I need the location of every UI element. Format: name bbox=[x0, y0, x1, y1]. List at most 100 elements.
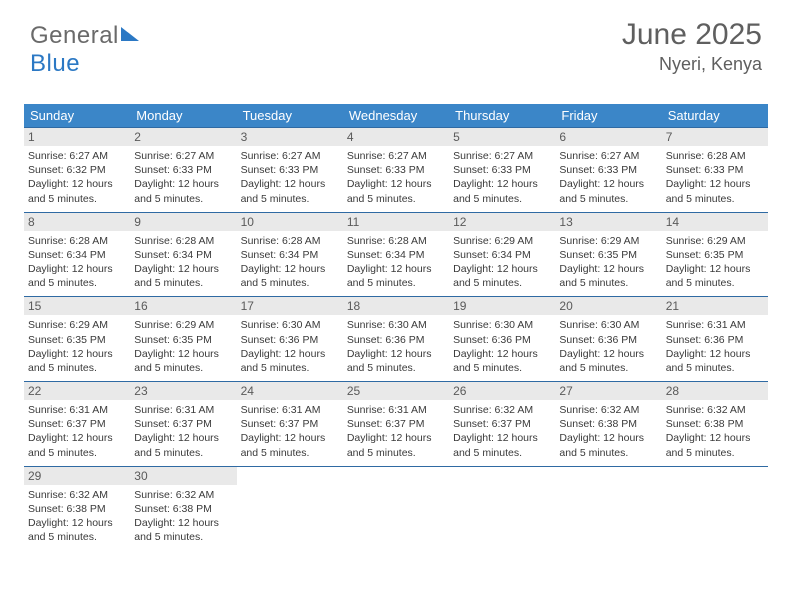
day-info: Sunrise: 6:32 AMSunset: 6:38 PMDaylight:… bbox=[134, 488, 232, 545]
sunrise-line: Sunrise: 6:27 AM bbox=[453, 149, 551, 163]
sunrise-line: Sunrise: 6:28 AM bbox=[666, 149, 764, 163]
day-number: 15 bbox=[24, 297, 130, 315]
calendar-cell: 30 Sunrise: 6:32 AMSunset: 6:38 PMDayligh… bbox=[130, 467, 236, 551]
calendar-cell: 3Sunrise: 6:27 AMSunset: 6:33 PMDaylight… bbox=[237, 128, 343, 212]
day-number: 24 bbox=[237, 382, 343, 400]
calendar-cell: 8Sunrise: 6:28 AMSunset: 6:34 PMDaylight… bbox=[24, 213, 130, 297]
day-number: 26 bbox=[449, 382, 555, 400]
calendar-cell: 27Sunrise: 6:32 AMSunset: 6:38 PMDayligh… bbox=[555, 382, 661, 466]
calendar-cell: 20Sunrise: 6:30 AMSunset: 6:36 PMDayligh… bbox=[555, 297, 661, 381]
day-info: Sunrise: 6:29 AMSunset: 6:34 PMDaylight:… bbox=[453, 234, 551, 291]
day-number: 21 bbox=[662, 297, 768, 315]
calendar-week: 29Sunrise: 6:32 AMSunset: 6:38 PMDayligh… bbox=[24, 466, 768, 551]
day-info: Sunrise: 6:28 AMSunset: 6:33 PMDaylight:… bbox=[666, 149, 764, 206]
sunrise-line: Sunrise: 6:28 AM bbox=[28, 234, 126, 248]
day-number: 9 bbox=[130, 213, 236, 231]
calendar-cell bbox=[555, 467, 661, 551]
weekday-header: Sunday Monday Tuesday Wednesday Thursday… bbox=[24, 104, 768, 127]
calendar-week: 22Sunrise: 6:31 AMSunset: 6:37 PMDayligh… bbox=[24, 381, 768, 466]
header-right: June 2025 Nyeri, Kenya bbox=[622, 18, 762, 75]
day-info: Sunrise: 6:27 AMSunset: 6:33 PMDaylight:… bbox=[134, 149, 232, 206]
day-number: 14 bbox=[662, 213, 768, 231]
day-number: 2 bbox=[130, 128, 236, 146]
daylight-line: Daylight: 12 hours and 5 minutes. bbox=[134, 347, 232, 375]
calendar-cell: 26Sunrise: 6:32 AMSunset: 6:37 PMDayligh… bbox=[449, 382, 555, 466]
calendar-cell: 24Sunrise: 6:31 AMSunset: 6:37 PMDayligh… bbox=[237, 382, 343, 466]
sunrise-line: Sunrise: 6:31 AM bbox=[666, 318, 764, 332]
calendar-cell: 17Sunrise: 6:30 AMSunset: 6:36 PMDayligh… bbox=[237, 297, 343, 381]
daylight-line: Daylight: 12 hours and 5 minutes. bbox=[347, 177, 445, 205]
day-number: 29 bbox=[24, 467, 130, 485]
calendar-week: 8Sunrise: 6:28 AMSunset: 6:34 PMDaylight… bbox=[24, 212, 768, 297]
day-info: Sunrise: 6:27 AMSunset: 6:32 PMDaylight:… bbox=[28, 149, 126, 206]
weekday-col: Wednesday bbox=[343, 104, 449, 127]
day-info: Sunrise: 6:27 AMSunset: 6:33 PMDaylight:… bbox=[347, 149, 445, 206]
day-info: Sunrise: 6:32 AMSunset: 6:38 PMDaylight:… bbox=[666, 403, 764, 460]
sunrise-line: Sunrise: 6:29 AM bbox=[134, 318, 232, 332]
sunset-line: Sunset: 6:33 PM bbox=[134, 163, 232, 177]
calendar-cell: 25Sunrise: 6:31 AMSunset: 6:37 PMDayligh… bbox=[343, 382, 449, 466]
sunset-line: Sunset: 6:34 PM bbox=[241, 248, 339, 262]
sunset-line: Sunset: 6:36 PM bbox=[241, 333, 339, 347]
day-number: 1 bbox=[24, 128, 130, 146]
calendar: Sunday Monday Tuesday Wednesday Thursday… bbox=[24, 104, 768, 550]
sunset-line: Sunset: 6:37 PM bbox=[28, 417, 126, 431]
day-info: Sunrise: 6:28 AMSunset: 6:34 PMDaylight:… bbox=[134, 234, 232, 291]
day-info: Sunrise: 6:28 AMSunset: 6:34 PMDaylight:… bbox=[347, 234, 445, 291]
day-number: 5 bbox=[449, 128, 555, 146]
day-info: Sunrise: 6:31 AMSunset: 6:37 PMDaylight:… bbox=[134, 403, 232, 460]
daylight-line: Daylight: 12 hours and 5 minutes. bbox=[241, 431, 339, 459]
daylight-line: Daylight: 12 hours and 5 minutes. bbox=[241, 262, 339, 290]
sunset-line: Sunset: 6:32 PM bbox=[28, 163, 126, 177]
daylight-line: Daylight: 12 hours and 5 minutes. bbox=[134, 177, 232, 205]
calendar-cell: 4Sunrise: 6:27 AMSunset: 6:33 PMDaylight… bbox=[343, 128, 449, 212]
daylight-line: Daylight: 12 hours and 5 minutes. bbox=[559, 347, 657, 375]
sunrise-line: Sunrise: 6:29 AM bbox=[28, 318, 126, 332]
calendar-cell bbox=[662, 467, 768, 551]
calendar-cell bbox=[343, 467, 449, 551]
sunset-line: Sunset: 6:38 PM bbox=[666, 417, 764, 431]
daylight-line: Daylight: 12 hours and 5 minutes. bbox=[241, 347, 339, 375]
calendar-cell: 2 Sunrise: 6:27 AMSunset: 6:33 PMDaylight… bbox=[130, 128, 236, 212]
sunrise-line: Sunrise: 6:30 AM bbox=[453, 318, 551, 332]
daylight-line: Daylight: 12 hours and 5 minutes. bbox=[559, 177, 657, 205]
calendar-cell: 1 Sunrise: 6:27 AMSunset: 6:32 PMDaylight… bbox=[24, 128, 130, 212]
sunrise-line: Sunrise: 6:32 AM bbox=[559, 403, 657, 417]
daylight-line: Daylight: 12 hours and 5 minutes. bbox=[347, 347, 445, 375]
weekday-col: Monday bbox=[130, 104, 236, 127]
weekday-col: Friday bbox=[555, 104, 661, 127]
day-info: Sunrise: 6:29 AMSunset: 6:35 PMDaylight:… bbox=[28, 318, 126, 375]
day-number: 22 bbox=[24, 382, 130, 400]
calendar-week: 1Sunrise: 6:27 AMSunset: 6:32 PMDaylight… bbox=[24, 127, 768, 212]
brand-triangle-icon bbox=[121, 27, 139, 41]
day-number: 13 bbox=[555, 213, 661, 231]
daylight-line: Daylight: 12 hours and 5 minutes. bbox=[134, 431, 232, 459]
sunset-line: Sunset: 6:37 PM bbox=[347, 417, 445, 431]
daylight-line: Daylight: 12 hours and 5 minutes. bbox=[559, 262, 657, 290]
daylight-line: Daylight: 12 hours and 5 minutes. bbox=[453, 347, 551, 375]
sunset-line: Sunset: 6:33 PM bbox=[241, 163, 339, 177]
calendar-cell: 10Sunrise: 6:28 AMSunset: 6:34 PMDayligh… bbox=[237, 213, 343, 297]
day-info: Sunrise: 6:27 AMSunset: 6:33 PMDaylight:… bbox=[453, 149, 551, 206]
sunset-line: Sunset: 6:33 PM bbox=[559, 163, 657, 177]
sunset-line: Sunset: 6:33 PM bbox=[666, 163, 764, 177]
day-number: 30 bbox=[130, 467, 236, 485]
sunset-line: Sunset: 6:34 PM bbox=[347, 248, 445, 262]
sunrise-line: Sunrise: 6:31 AM bbox=[241, 403, 339, 417]
sunrise-line: Sunrise: 6:30 AM bbox=[241, 318, 339, 332]
sunset-line: Sunset: 6:35 PM bbox=[559, 248, 657, 262]
day-number: 19 bbox=[449, 297, 555, 315]
daylight-line: Daylight: 12 hours and 5 minutes. bbox=[347, 431, 445, 459]
calendar-cell: 11Sunrise: 6:28 AMSunset: 6:34 PMDayligh… bbox=[343, 213, 449, 297]
day-info: Sunrise: 6:29 AMSunset: 6:35 PMDaylight:… bbox=[134, 318, 232, 375]
calendar-cell: 14Sunrise: 6:29 AMSunset: 6:35 PMDayligh… bbox=[662, 213, 768, 297]
weekday-col: Saturday bbox=[662, 104, 768, 127]
daylight-line: Daylight: 12 hours and 5 minutes. bbox=[666, 262, 764, 290]
sunset-line: Sunset: 6:38 PM bbox=[28, 502, 126, 516]
calendar-cell: 18Sunrise: 6:30 AMSunset: 6:36 PMDayligh… bbox=[343, 297, 449, 381]
calendar-cell: 29Sunrise: 6:32 AMSunset: 6:38 PMDayligh… bbox=[24, 467, 130, 551]
sunrise-line: Sunrise: 6:27 AM bbox=[134, 149, 232, 163]
day-info: Sunrise: 6:31 AMSunset: 6:37 PMDaylight:… bbox=[28, 403, 126, 460]
calendar-cell: 7Sunrise: 6:28 AMSunset: 6:33 PMDaylight… bbox=[662, 128, 768, 212]
day-number: 25 bbox=[343, 382, 449, 400]
